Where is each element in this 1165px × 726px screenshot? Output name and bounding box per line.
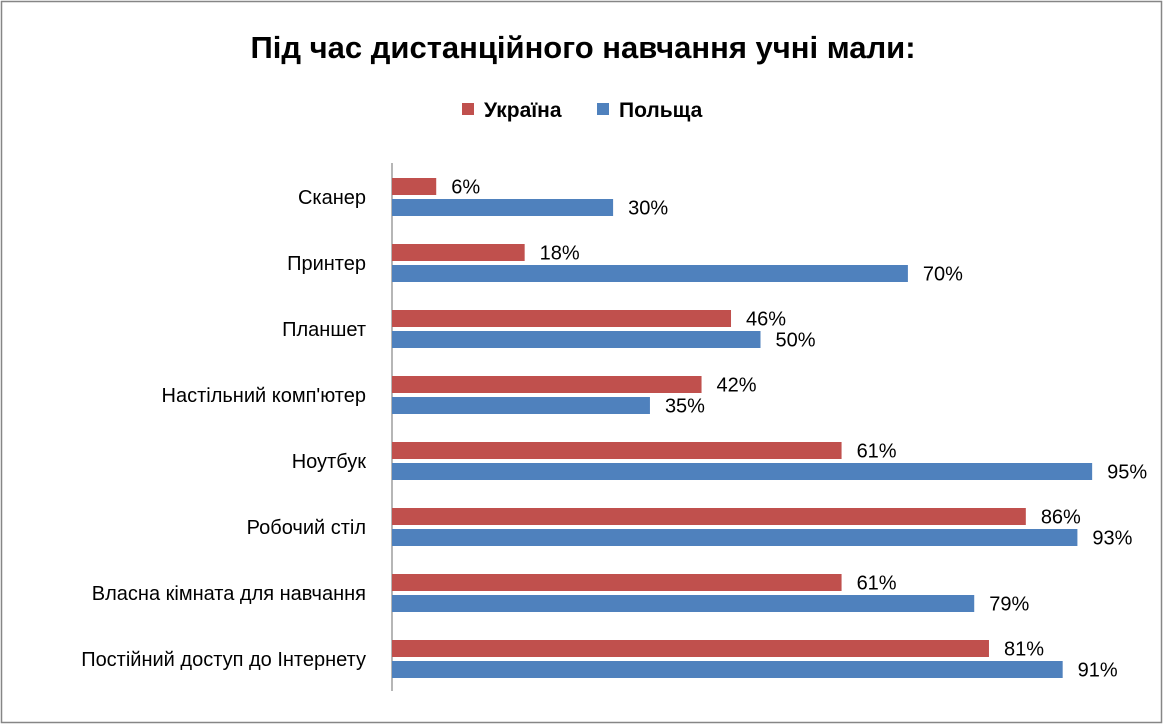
category-label: Принтер	[287, 253, 366, 275]
bar-ukraine	[392, 442, 842, 459]
data-label: 79%	[989, 594, 1029, 616]
data-label: 6%	[451, 177, 480, 199]
category-label: Планшет	[282, 319, 366, 341]
category-label: Постійний доступ до Інтернету	[81, 649, 366, 671]
bar-poland	[392, 595, 975, 612]
data-label: 42%	[717, 375, 757, 397]
data-label: 95%	[1107, 462, 1147, 484]
legend-swatch	[597, 103, 609, 115]
legend: Україна Польща	[462, 99, 703, 122]
legend-label: Україна	[484, 99, 562, 122]
data-label: 93%	[1092, 528, 1132, 550]
data-label: 35%	[665, 396, 705, 418]
data-label: 70%	[923, 264, 963, 286]
bar-ukraine	[392, 640, 989, 657]
category-label: Власна кімната для навчання	[92, 583, 366, 605]
data-label: 30%	[628, 198, 668, 220]
data-label: 91%	[1078, 660, 1118, 682]
bar-poland	[392, 331, 761, 348]
bars: Сканер 6% 30% Принтер 18% 70% Планшет 46%50% Нас…	[81, 177, 1147, 682]
category-label: Сканер	[298, 187, 366, 209]
bar-poland	[392, 463, 1093, 480]
bar-ukraine	[392, 244, 525, 261]
data-label: 86%	[1041, 507, 1081, 529]
bar-poland	[392, 199, 614, 216]
data-label: 81%	[1004, 639, 1044, 661]
bar-ukraine	[392, 178, 437, 195]
data-label: 61%	[857, 573, 897, 595]
legend-swatch	[462, 103, 474, 115]
data-label: 50%	[776, 330, 816, 352]
bar-poland	[392, 661, 1063, 678]
bar-poland	[392, 529, 1078, 546]
bar-poland	[392, 397, 650, 414]
bar-ukraine	[392, 310, 732, 327]
data-label: 61%	[857, 441, 897, 463]
bar-ukraine	[392, 376, 702, 393]
data-label: 46%	[746, 309, 786, 331]
chart-title: Під час дистанційного навчання учні мали…	[250, 30, 915, 65]
bar-ukraine	[392, 508, 1026, 525]
legend-label: Польща	[619, 99, 703, 122]
category-label: Настільний комп'ютер	[162, 385, 366, 407]
category-label: Робочий стіл	[247, 517, 366, 539]
data-label: 18%	[540, 243, 580, 265]
category-label: Ноутбук	[292, 451, 367, 473]
bar-poland	[392, 265, 908, 282]
bar-ukraine	[392, 574, 842, 591]
